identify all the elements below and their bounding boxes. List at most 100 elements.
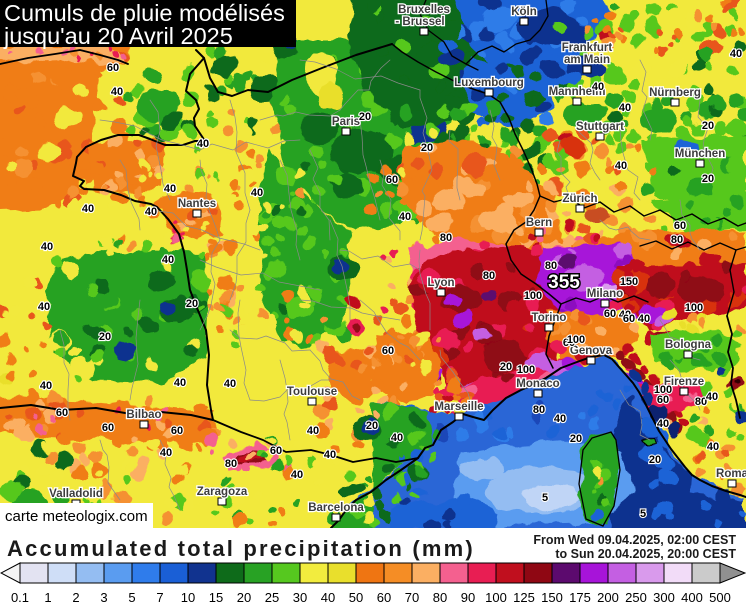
svg-text:40: 40: [730, 48, 742, 60]
svg-text:40: 40: [619, 309, 631, 321]
svg-text:40: 40: [707, 441, 719, 453]
svg-text:60: 60: [171, 425, 183, 437]
svg-text:Torino: Torino: [532, 312, 567, 324]
svg-text:20: 20: [237, 590, 251, 605]
svg-text:Nantes: Nantes: [178, 198, 216, 210]
svg-text:40: 40: [145, 206, 157, 218]
svg-text:Stuttgart: Stuttgart: [576, 121, 624, 133]
svg-text:40: 40: [399, 211, 411, 223]
svg-text:40: 40: [111, 86, 123, 98]
svg-text:70: 70: [405, 590, 419, 605]
svg-text:3: 3: [100, 590, 107, 605]
svg-text:80: 80: [225, 458, 237, 470]
svg-text:0.1: 0.1: [11, 590, 29, 605]
svg-text:20: 20: [421, 142, 433, 154]
svg-text:60: 60: [270, 445, 282, 457]
svg-text:80: 80: [545, 260, 557, 272]
svg-text:to Sun 20.04.2025, 20:00 CEST: to Sun 20.04.2025, 20:00 CEST: [555, 547, 736, 561]
svg-text:60: 60: [604, 308, 616, 320]
svg-text:40: 40: [197, 138, 209, 150]
svg-text:Bern: Bern: [526, 217, 552, 229]
svg-text:- Brussel: - Brussel: [395, 16, 444, 28]
svg-text:80: 80: [671, 234, 683, 246]
svg-text:60: 60: [102, 422, 114, 434]
svg-text:Cumuls de pluie modélisés: Cumuls de pluie modélisés: [4, 0, 285, 26]
svg-text:250: 250: [625, 590, 647, 605]
svg-text:Marseille: Marseille: [434, 401, 483, 413]
svg-text:20: 20: [366, 420, 378, 432]
svg-text:Bilbao: Bilbao: [126, 409, 161, 421]
svg-text:60: 60: [674, 220, 686, 232]
svg-text:Toulouse: Toulouse: [287, 386, 337, 398]
svg-text:10: 10: [181, 590, 195, 605]
svg-text:Valladolid: Valladolid: [49, 488, 103, 500]
svg-text:Zaragoza: Zaragoza: [197, 486, 248, 498]
svg-text:Köln: Köln: [511, 6, 537, 18]
svg-text:100: 100: [567, 334, 585, 346]
svg-text:carte meteologix.com: carte meteologix.com: [5, 508, 148, 525]
svg-text:80: 80: [483, 270, 495, 282]
svg-text:Milano: Milano: [587, 288, 623, 300]
svg-text:300: 300: [653, 590, 675, 605]
svg-text:60: 60: [107, 62, 119, 74]
svg-text:Lyon: Lyon: [427, 277, 454, 289]
svg-text:150: 150: [620, 276, 638, 288]
svg-text:125: 125: [513, 590, 535, 605]
svg-text:20: 20: [186, 298, 198, 310]
svg-text:Genova: Genova: [570, 345, 613, 357]
svg-text:20: 20: [649, 454, 661, 466]
svg-text:Barcelona: Barcelona: [308, 502, 364, 514]
svg-text:150: 150: [541, 590, 563, 605]
svg-text:40: 40: [391, 432, 403, 444]
svg-text:100: 100: [485, 590, 507, 605]
svg-text:80: 80: [440, 232, 452, 244]
svg-text:Bruxelles: Bruxelles: [398, 4, 450, 16]
svg-text:Luxembourg: Luxembourg: [454, 77, 524, 89]
svg-text:Bologna: Bologna: [665, 339, 712, 351]
svg-text:20: 20: [99, 331, 111, 343]
svg-text:Roma: Roma: [716, 468, 746, 480]
svg-text:40: 40: [706, 391, 718, 403]
svg-text:40: 40: [307, 425, 319, 437]
svg-text:40: 40: [82, 203, 94, 215]
svg-text:5: 5: [542, 492, 548, 504]
svg-text:Firenze: Firenze: [664, 376, 704, 388]
svg-text:am Main: am Main: [564, 54, 610, 66]
svg-text:40: 40: [321, 590, 335, 605]
svg-text:400: 400: [681, 590, 703, 605]
svg-text:1: 1: [44, 590, 51, 605]
svg-text:2: 2: [72, 590, 79, 605]
svg-text:20: 20: [359, 111, 371, 123]
svg-text:40: 40: [324, 449, 336, 461]
svg-text:50: 50: [349, 590, 363, 605]
svg-text:200: 200: [597, 590, 619, 605]
svg-text:30: 30: [293, 590, 307, 605]
svg-text:40: 40: [224, 378, 236, 390]
svg-text:5: 5: [128, 590, 135, 605]
svg-text:40: 40: [251, 187, 263, 199]
svg-text:5: 5: [640, 508, 646, 520]
svg-text:80: 80: [433, 590, 447, 605]
svg-text:40: 40: [40, 380, 52, 392]
svg-text:100: 100: [517, 364, 535, 376]
svg-text:80: 80: [533, 404, 545, 416]
svg-text:40: 40: [174, 377, 186, 389]
svg-text:7: 7: [156, 590, 163, 605]
svg-text:Zürich: Zürich: [562, 193, 597, 205]
svg-text:60: 60: [563, 337, 575, 349]
svg-text:25: 25: [265, 590, 279, 605]
svg-text:Monaco: Monaco: [516, 378, 559, 390]
svg-text:20: 20: [702, 120, 714, 132]
svg-text:60: 60: [56, 407, 68, 419]
svg-text:500: 500: [709, 590, 731, 605]
svg-text:60: 60: [657, 394, 669, 406]
svg-text:60: 60: [377, 590, 391, 605]
svg-text:60: 60: [386, 174, 398, 186]
svg-text:40: 40: [41, 241, 53, 253]
svg-text:40: 40: [160, 447, 172, 459]
svg-text:40: 40: [619, 102, 631, 114]
svg-text:40: 40: [638, 313, 650, 325]
svg-text:Accumulated total precipitatio: Accumulated total precipitation (mm): [7, 536, 475, 561]
svg-text:100: 100: [685, 302, 703, 314]
svg-text:Paris: Paris: [332, 116, 360, 128]
